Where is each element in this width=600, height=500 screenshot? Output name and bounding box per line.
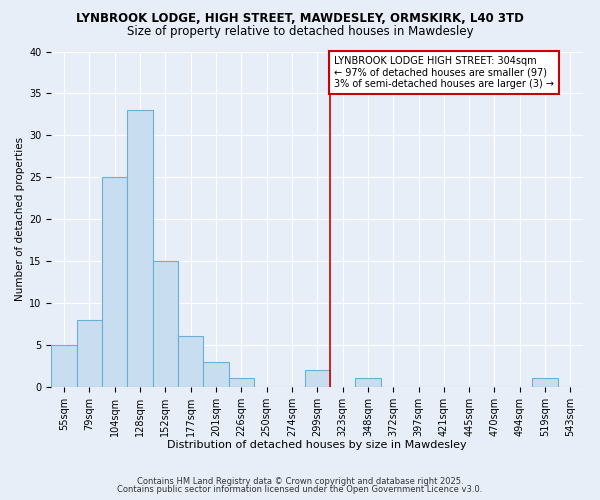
Text: Contains public sector information licensed under the Open Government Licence v3: Contains public sector information licen… bbox=[118, 485, 482, 494]
Y-axis label: Number of detached properties: Number of detached properties bbox=[15, 137, 25, 301]
Bar bbox=[178, 336, 203, 386]
Bar bbox=[532, 378, 558, 386]
Bar bbox=[102, 177, 127, 386]
Bar bbox=[77, 320, 102, 386]
Text: LYNBROOK LODGE, HIGH STREET, MAWDESLEY, ORMSKIRK, L40 3TD: LYNBROOK LODGE, HIGH STREET, MAWDESLEY, … bbox=[76, 12, 524, 26]
X-axis label: Distribution of detached houses by size in Mawdesley: Distribution of detached houses by size … bbox=[167, 440, 467, 450]
Bar bbox=[305, 370, 330, 386]
Text: Size of property relative to detached houses in Mawdesley: Size of property relative to detached ho… bbox=[127, 25, 473, 38]
Bar bbox=[127, 110, 152, 386]
Bar bbox=[203, 362, 229, 386]
Bar bbox=[152, 261, 178, 386]
Bar bbox=[229, 378, 254, 386]
Bar bbox=[355, 378, 380, 386]
Text: Contains HM Land Registry data © Crown copyright and database right 2025.: Contains HM Land Registry data © Crown c… bbox=[137, 477, 463, 486]
Text: LYNBROOK LODGE HIGH STREET: 304sqm
← 97% of detached houses are smaller (97)
3% : LYNBROOK LODGE HIGH STREET: 304sqm ← 97%… bbox=[334, 56, 554, 89]
Bar bbox=[52, 345, 77, 387]
